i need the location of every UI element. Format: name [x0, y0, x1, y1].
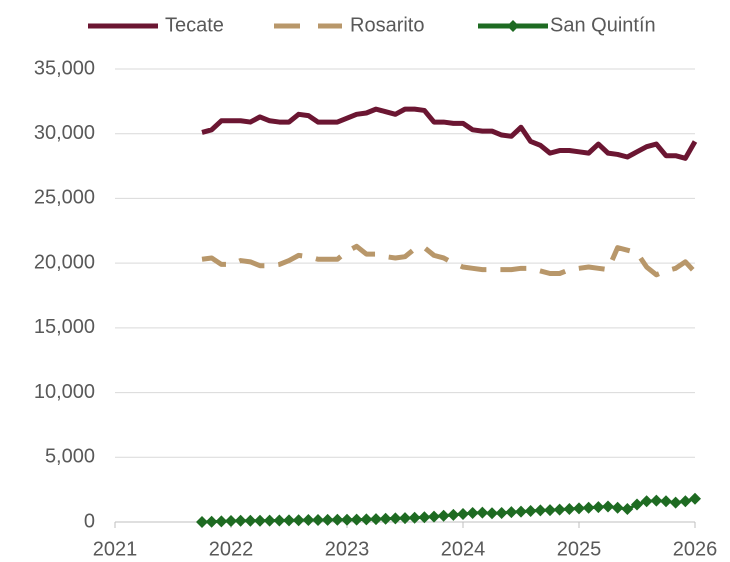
point-marker	[273, 514, 286, 527]
x-tick-label: 2022	[209, 538, 254, 560]
point-marker	[505, 506, 518, 519]
point-marker	[515, 505, 527, 518]
point-marker	[534, 504, 547, 517]
point-marker	[312, 514, 324, 527]
point-marker	[408, 511, 421, 524]
point-marker	[205, 515, 218, 528]
point-marker	[544, 504, 556, 517]
point-marker	[660, 495, 672, 508]
y-tick-label: 5,000	[45, 446, 95, 468]
y-tick-label: 10,000	[34, 381, 95, 403]
y-tick-label: 15,000	[34, 316, 95, 338]
point-marker	[689, 492, 701, 505]
x-tick-label: 2024	[441, 538, 486, 560]
legend-label: San Quintín	[550, 14, 656, 36]
point-marker	[457, 507, 469, 520]
point-marker	[679, 495, 692, 508]
point-marker	[244, 514, 257, 527]
point-marker	[331, 513, 344, 526]
series-line	[201, 106, 698, 161]
y-tick-label: 35,000	[34, 57, 95, 79]
legend-label: Tecate	[165, 14, 224, 36]
point-marker	[486, 507, 498, 520]
series-line	[201, 243, 697, 278]
y-tick-label: 30,000	[34, 122, 95, 144]
point-marker	[399, 512, 411, 525]
point-marker	[302, 514, 315, 527]
point-marker	[389, 512, 402, 525]
point-marker	[418, 511, 431, 524]
point-marker	[225, 514, 237, 527]
point-marker	[370, 513, 382, 526]
legend-label: Rosarito	[350, 14, 424, 36]
point-marker	[283, 514, 295, 527]
y-tick-label: 20,000	[34, 251, 95, 273]
point-marker	[524, 504, 537, 517]
point-marker	[350, 513, 363, 526]
point-marker	[466, 506, 479, 519]
point-marker	[582, 501, 595, 514]
y-tick-label: 25,000	[34, 187, 95, 209]
point-marker	[573, 502, 585, 515]
point-marker	[553, 503, 566, 516]
point-marker	[611, 501, 624, 514]
point-marker	[292, 514, 305, 527]
point-marker	[669, 496, 682, 509]
point-marker	[341, 513, 353, 526]
point-marker	[650, 494, 663, 507]
point-marker	[428, 510, 440, 523]
y-tick-label: 0	[84, 510, 95, 532]
x-tick-label: 2023	[325, 538, 370, 560]
point-marker	[447, 508, 460, 521]
point-marker	[321, 513, 334, 526]
point-marker	[602, 500, 614, 513]
x-tick-label: 2025	[557, 538, 602, 560]
point-marker	[640, 495, 653, 508]
point-marker	[495, 506, 508, 519]
point-marker	[196, 516, 208, 528]
point-marker	[379, 512, 392, 525]
point-marker	[360, 513, 373, 526]
point-marker	[254, 514, 266, 527]
point-marker	[437, 509, 450, 522]
point-marker	[621, 503, 634, 516]
point-marker	[215, 515, 228, 528]
point-marker	[631, 498, 643, 511]
point-marker	[234, 514, 247, 527]
point-marker	[263, 514, 276, 527]
point-marker	[476, 506, 489, 519]
x-tick-label: 2026	[673, 538, 718, 560]
point-marker	[563, 503, 576, 516]
legend-marker	[507, 20, 519, 32]
x-tick-label: 2021	[93, 538, 138, 560]
point-marker	[592, 501, 605, 514]
